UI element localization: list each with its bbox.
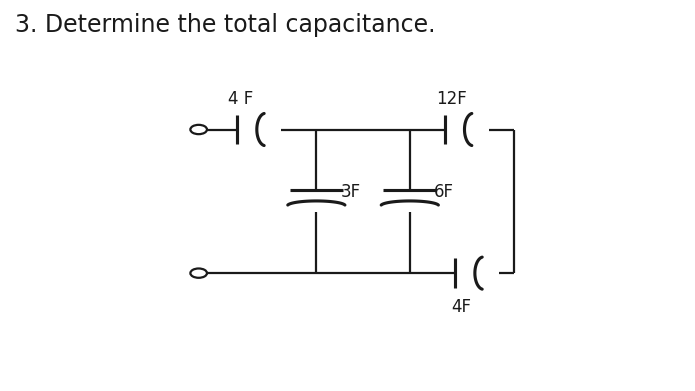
Text: 3F: 3F <box>341 183 361 201</box>
Text: 3. Determine the total capacitance.: 3. Determine the total capacitance. <box>15 13 436 37</box>
Text: 4 F: 4 F <box>227 90 253 108</box>
Text: 6F: 6F <box>434 183 454 201</box>
Text: 12F: 12F <box>436 90 467 108</box>
Text: 4F: 4F <box>452 298 472 316</box>
